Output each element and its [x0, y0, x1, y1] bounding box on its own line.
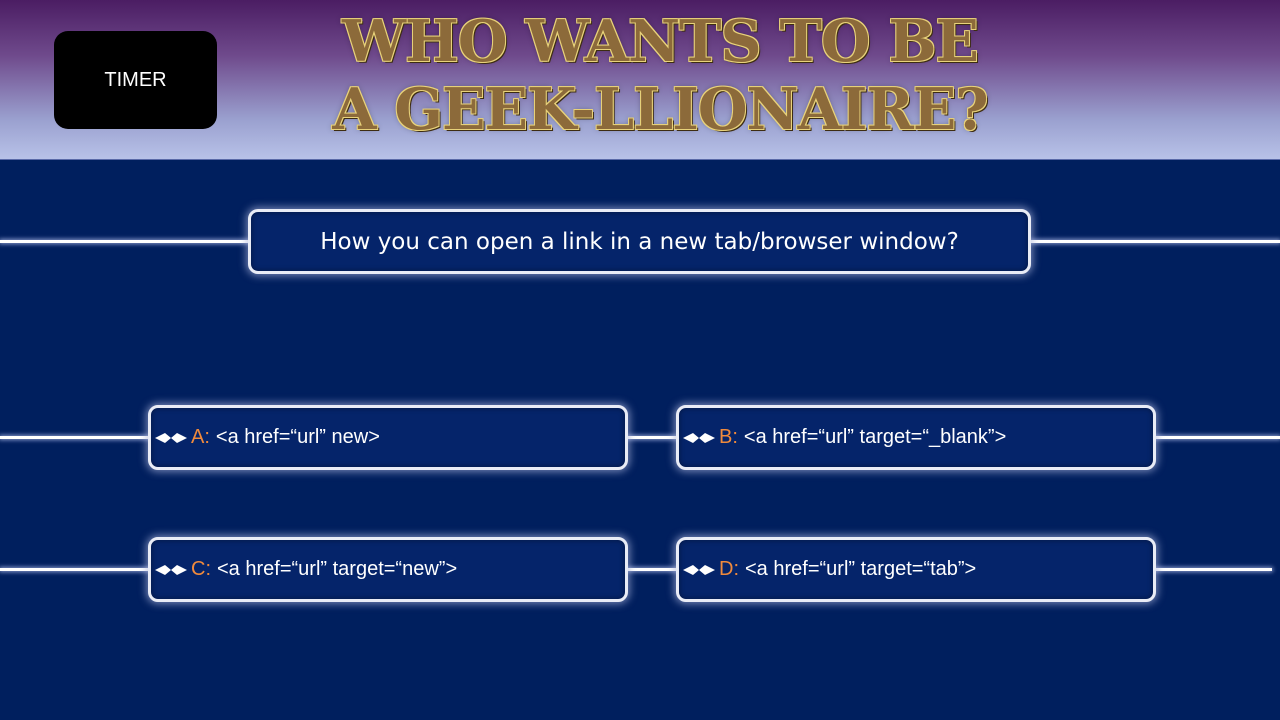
question-text: How you can open a link in a new tab/bro… [320, 228, 959, 255]
answer-a-letter: A: [191, 426, 210, 448]
answer-line-row2-mid [626, 568, 678, 571]
answer-b-letter: B: [719, 426, 738, 448]
diamond-arrow-icon [683, 432, 715, 444]
answer-d-text: <a href=“url” target=“tab”> [745, 558, 977, 580]
answer-c-letter: C: [191, 558, 211, 580]
diamond-arrow-icon [155, 432, 187, 444]
answer-d-letter: D: [719, 558, 739, 580]
title-line-1: WHO WANTS TO BE [341, 8, 979, 75]
question-box: How you can open a link in a new tab/bro… [248, 209, 1031, 274]
answer-line-row1-left [0, 436, 150, 439]
answer-line-row2-right [1154, 568, 1272, 571]
answer-b-text: <a href=“url” target=“_blank”> [743, 426, 1007, 448]
timer-button[interactable]: TIMER [54, 31, 217, 129]
answer-a-button[interactable]: A: <a href=“url” new> [148, 405, 628, 470]
answer-line-row2-left [0, 568, 150, 571]
question-line-right [1029, 240, 1280, 243]
question-line-left [0, 240, 250, 243]
header-banner: TIMER WHO WANTS TO BE A GEEK-LLIONAIRE? [0, 0, 1280, 160]
answer-line-row1-mid [626, 436, 678, 439]
diamond-arrow-icon [155, 564, 187, 576]
answer-c-button[interactable]: C: <a href=“url” target=“new”> [148, 537, 628, 602]
title-line-2: A GEEK-LLIONAIRE? [332, 76, 988, 143]
answer-a-text: <a href=“url” new> [215, 426, 380, 448]
answer-line-row1-right [1154, 436, 1280, 439]
answer-b-button[interactable]: B: <a href=“url” target=“_blank”> [676, 405, 1156, 470]
answer-c-text: <a href=“url” target=“new”> [217, 558, 458, 580]
diamond-arrow-icon [683, 564, 715, 576]
answer-d-button[interactable]: D: <a href=“url” target=“tab”> [676, 537, 1156, 602]
timer-label: TIMER [104, 68, 167, 91]
game-title: WHO WANTS TO BE A GEEK-LLIONAIRE? [300, 8, 1020, 144]
